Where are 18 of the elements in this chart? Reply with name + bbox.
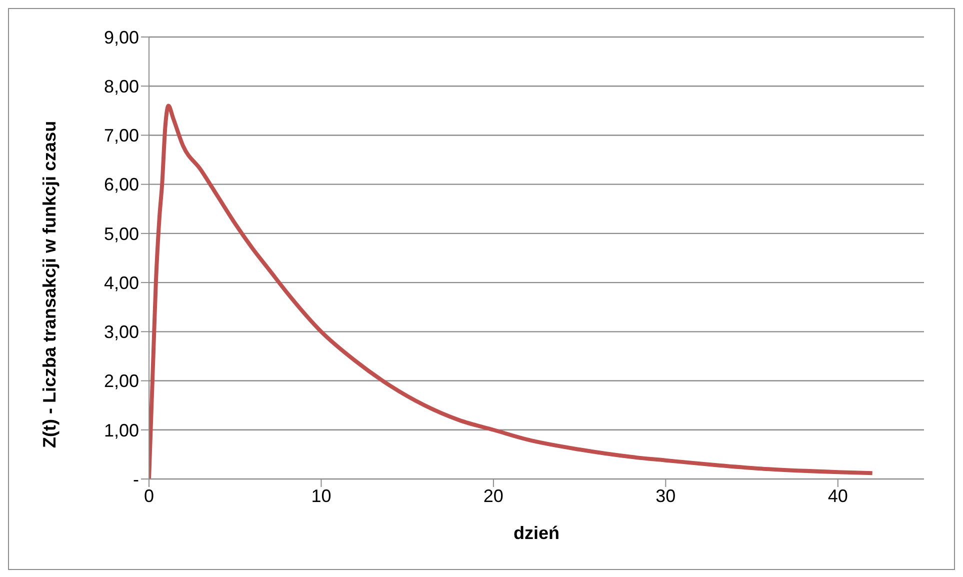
y-axis-title: Z(t) - Liczba transakcji w funkcji czasu: [39, 120, 60, 448]
y-tick-label: 1,00: [104, 420, 139, 440]
y-tick-label: 2,00: [104, 371, 139, 392]
y-tick-label: 3,00: [104, 322, 139, 342]
x-axis-title: dzień: [513, 523, 560, 543]
x-tick-label: 40: [828, 486, 848, 506]
x-tick-label: 0: [144, 486, 154, 506]
line-series: [149, 104, 874, 479]
x-tick-label: 10: [311, 486, 332, 506]
y-tick-label: 5,00: [104, 224, 139, 244]
x-tick-label: 20: [483, 486, 504, 506]
x-tick-label: 30: [656, 486, 676, 506]
y-tick-label: -: [133, 469, 139, 490]
y-tick-label: 9,00: [104, 27, 139, 48]
y-tick-label: 6,00: [104, 174, 139, 195]
y-tick-label: 7,00: [104, 126, 139, 146]
y-tick-label: 4,00: [104, 272, 139, 293]
y-tick-label: 8,00: [104, 76, 139, 96]
